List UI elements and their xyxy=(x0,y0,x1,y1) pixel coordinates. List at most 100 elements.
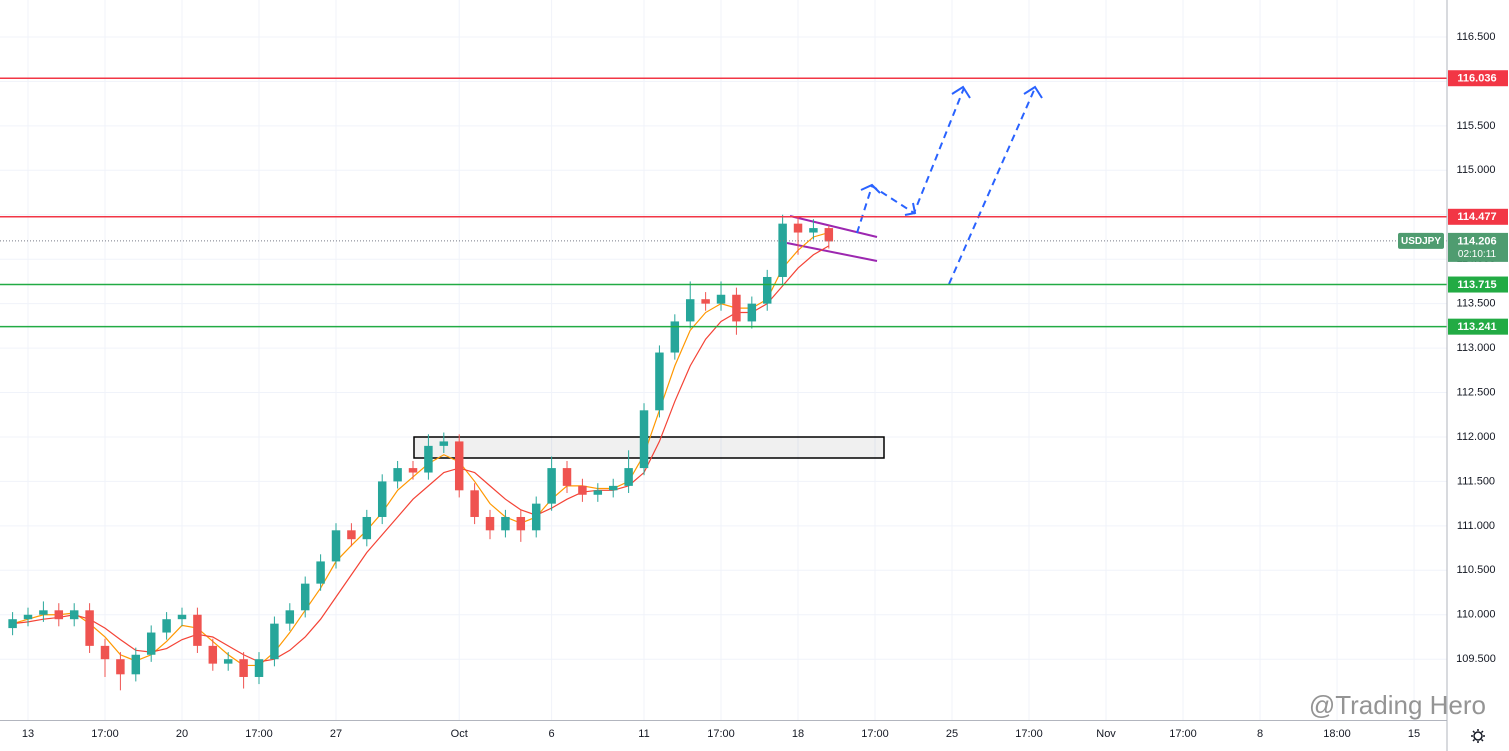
last-price-box xyxy=(1448,232,1508,262)
candle-body xyxy=(162,619,171,633)
level-label-box xyxy=(1448,70,1508,87)
drawings xyxy=(413,85,1043,459)
level-label: 113.241 xyxy=(1457,321,1496,333)
pennant-line xyxy=(786,242,878,262)
candle-body xyxy=(732,294,741,322)
candle-body xyxy=(624,468,633,486)
x-tick-label: 6 xyxy=(549,728,555,740)
x-tick-label: 18:00 xyxy=(1323,728,1351,740)
candle-body xyxy=(116,659,125,675)
countdown-label: 02:10:11 xyxy=(1458,249,1497,260)
x-tick-label: Oct xyxy=(451,728,468,740)
level-label: 114.477 xyxy=(1457,211,1496,223)
candle-body xyxy=(562,468,572,486)
x-tick-label: Nov xyxy=(1096,728,1116,740)
last-price-label: 114.206 xyxy=(1457,235,1496,247)
level-label: 116.036 xyxy=(1457,73,1496,85)
x-tick-label: 20 xyxy=(176,728,188,740)
candle-body xyxy=(239,659,248,677)
y-tick-label: 113.500 xyxy=(1457,298,1496,310)
x-tick-label: 17:00 xyxy=(1015,728,1043,740)
x-tick-label: 27 xyxy=(330,728,342,740)
candle-body xyxy=(809,228,818,233)
gear[interactable] xyxy=(1473,731,1483,741)
candle-body xyxy=(793,223,803,233)
grid xyxy=(0,0,1447,720)
candle-body xyxy=(685,299,695,322)
y-tick-label: 112.000 xyxy=(1457,431,1496,443)
candle-body xyxy=(223,659,233,664)
x-tick-label: 17:00 xyxy=(861,728,889,740)
x-tick-label: 17:00 xyxy=(245,728,273,740)
candle-body xyxy=(300,583,310,611)
candle-body xyxy=(547,468,556,504)
candle-body xyxy=(762,276,772,304)
x-tick-label: 11 xyxy=(638,728,649,740)
level-label-box xyxy=(1448,208,1508,225)
settings-icon[interactable] xyxy=(1471,729,1485,743)
candle-body xyxy=(608,485,618,491)
candle-body xyxy=(69,610,79,620)
price-axis xyxy=(1447,0,1509,751)
candle-body xyxy=(578,485,587,495)
candle-body xyxy=(516,516,526,531)
gear-teeth[interactable] xyxy=(1471,729,1485,743)
candle-body xyxy=(285,610,295,624)
y-tick-label: 115.000 xyxy=(1457,164,1496,176)
x-tick-label: 25 xyxy=(946,728,958,740)
watermark: @Trading Hero xyxy=(1309,690,1486,720)
candle-body xyxy=(531,503,541,531)
x-tick-label: 8 xyxy=(1257,728,1263,740)
candle-body xyxy=(824,228,834,242)
candle-body xyxy=(131,654,141,675)
candle-body xyxy=(8,619,17,629)
candle-body xyxy=(485,516,495,531)
y-tick-label: 116.500 xyxy=(1457,31,1496,43)
candle-body xyxy=(593,490,603,495)
candle-body xyxy=(347,530,356,540)
zone-box xyxy=(413,436,885,459)
y-tick-label: 115.500 xyxy=(1457,120,1496,132)
candle-body xyxy=(747,303,757,322)
candle-body xyxy=(424,445,433,473)
candle-body xyxy=(377,481,387,517)
y-tick-label: 111.000 xyxy=(1457,520,1495,532)
arrow-head xyxy=(1023,85,1043,99)
overlay: 109.500 110.000 110.500 111.000 111.500 112.0… xyxy=(22,31,1508,740)
x-tick-label: 17:00 xyxy=(91,728,119,740)
plot xyxy=(0,77,1447,691)
candle-body xyxy=(670,321,680,353)
x-tick-label: 17:00 xyxy=(1169,728,1197,740)
candle-body xyxy=(639,410,649,469)
candle-body xyxy=(39,610,48,615)
projection-arrows xyxy=(856,87,1036,285)
candle-body xyxy=(439,441,449,446)
candle-body xyxy=(208,645,218,664)
candle-body xyxy=(54,610,64,620)
candle-body xyxy=(362,516,372,540)
candle-body xyxy=(393,468,402,482)
candle-body xyxy=(470,490,479,517)
candle-body xyxy=(146,632,156,655)
symbol-tag-box xyxy=(1398,232,1444,249)
y-tick-label: 109.500 xyxy=(1456,653,1496,665)
candle-body xyxy=(716,294,726,304)
candle-body xyxy=(100,645,110,660)
candle-body xyxy=(331,530,341,562)
candle-body xyxy=(177,614,187,620)
y-tick-label: 111.500 xyxy=(1457,475,1495,487)
arrow-head xyxy=(904,202,917,216)
level-label: 113.715 xyxy=(1457,279,1496,291)
candle-body xyxy=(501,516,510,531)
x-tick-label: 13 xyxy=(22,728,34,740)
y-tick-label: 110.500 xyxy=(1457,564,1496,576)
candle-body xyxy=(193,614,202,646)
y-tick-label: 113.000 xyxy=(1457,342,1496,354)
candle-body xyxy=(23,614,33,620)
symbol-tag: USDJPY xyxy=(1401,236,1441,247)
time-axis xyxy=(0,720,1447,751)
candle-body xyxy=(85,610,94,646)
x-tick-label: 15 xyxy=(1408,728,1420,740)
